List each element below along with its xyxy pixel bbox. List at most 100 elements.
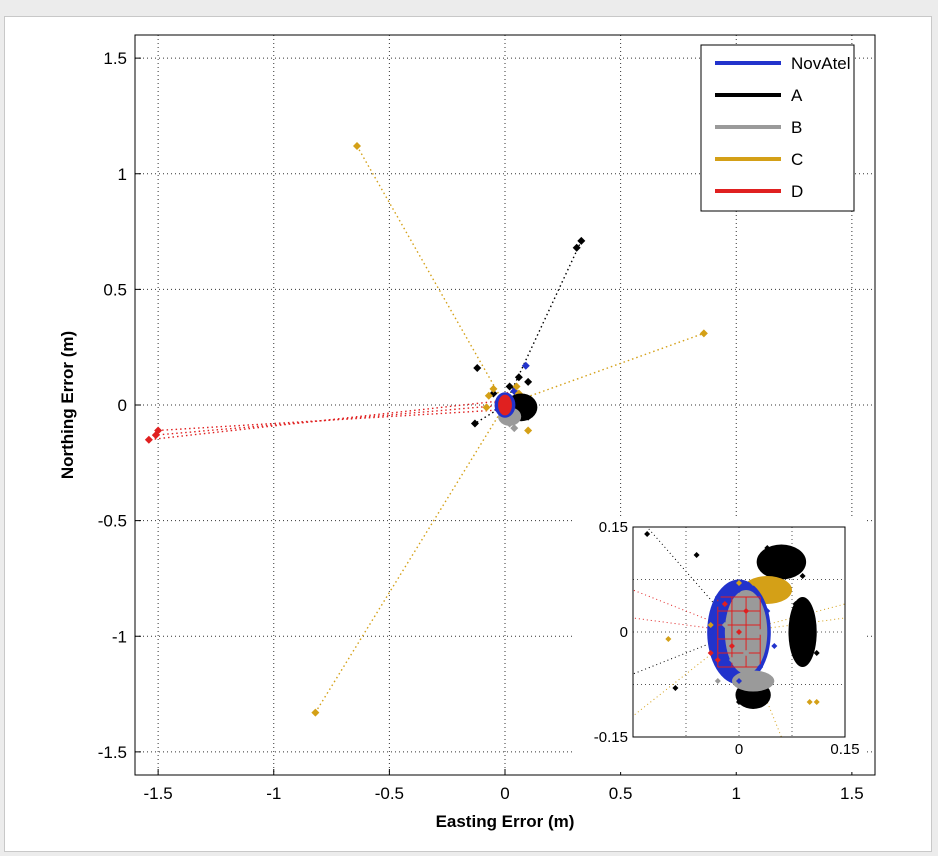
data-point-c [489, 384, 498, 393]
inset-point-c [764, 587, 771, 593]
data-point-a [473, 364, 482, 372]
inset-point-a [764, 545, 771, 551]
inset-point-c [750, 580, 757, 586]
y-tick-label: 1.5 [103, 49, 127, 68]
inset-point-a [785, 552, 792, 558]
inset-point-d [743, 608, 750, 614]
inset-point-a [757, 699, 764, 705]
x-tick-label: 1.5 [840, 784, 864, 803]
legend-label: D [791, 182, 803, 201]
inset-point-a [806, 643, 813, 649]
data-point-a [514, 373, 523, 382]
legend-label: NovAtel [791, 54, 851, 73]
inset-point-d [728, 643, 735, 649]
data-point-c [482, 403, 491, 412]
inset-connector-line [646, 526, 740, 633]
inset-point-novatel [771, 643, 778, 649]
inset-point-b [721, 622, 728, 628]
data-point-a [524, 377, 533, 386]
inset-y-tick-label: 0 [620, 624, 628, 641]
y-tick-label: 0 [118, 396, 127, 415]
inset-point-a [693, 552, 700, 558]
inset-point-b [750, 671, 757, 677]
inset-point-a [792, 559, 799, 565]
connector-line [504, 240, 582, 406]
x-tick-label: 1 [732, 784, 741, 803]
inset-point-novatel [721, 671, 728, 677]
inset-point-novatel [714, 601, 721, 607]
inset-point-d [721, 601, 728, 607]
inset-point-c [806, 699, 813, 705]
inset-point-b [728, 657, 735, 663]
data-point-c [484, 391, 493, 400]
data-point-a [577, 236, 586, 245]
data-point-c [353, 142, 361, 150]
connector-line [314, 404, 506, 713]
legend-label: A [791, 86, 803, 105]
inset-point-a [771, 559, 778, 565]
inset-point-c [665, 636, 672, 642]
connector-line [148, 399, 506, 441]
y-axis-label: Northing Error (m) [58, 331, 77, 479]
inset-point-a [799, 573, 806, 579]
inset-cluster [731, 670, 775, 692]
data-point-c [512, 382, 521, 391]
data-point-a [572, 243, 581, 252]
data-point-c [524, 426, 533, 435]
inset-connector-line [632, 631, 740, 717]
inset-point-d [736, 629, 742, 635]
inset-point-a [750, 692, 757, 698]
inset-point-novatel [736, 678, 742, 684]
x-tick-label: -1.5 [143, 784, 172, 803]
inset-point-b [736, 601, 742, 607]
x-tick-label: 0 [500, 784, 509, 803]
data-point-c [311, 708, 320, 717]
x-tick-label: 0.5 [609, 784, 633, 803]
y-tick-label: 0.5 [103, 280, 127, 299]
inset-point-a [792, 601, 799, 607]
inset-point-c [707, 622, 714, 628]
y-tick-label: -0.5 [98, 512, 127, 531]
data-point-d [144, 435, 153, 444]
inset-point-novatel [736, 587, 742, 593]
inset-point-c [778, 594, 785, 600]
inset-point-a [813, 650, 820, 656]
y-tick-label: -1.5 [98, 743, 127, 762]
legend-label: C [791, 150, 803, 169]
inset-point-a [778, 566, 785, 572]
data-point-novatel [521, 361, 530, 370]
inset-point-d [707, 650, 714, 656]
inset-point-d [714, 657, 721, 663]
inset-point-b [714, 678, 721, 684]
y-tick-label: 1 [118, 165, 127, 184]
inset-point-novatel [714, 594, 721, 600]
x-axis-label: Easting Error (m) [436, 812, 575, 831]
inset-point-a [672, 685, 679, 691]
data-point-a [470, 419, 479, 428]
inset-point-c [736, 580, 742, 586]
x-tick-label: -0.5 [375, 784, 404, 803]
connector-line [356, 145, 506, 406]
inset-axes-box [632, 526, 846, 738]
data-point-a [505, 382, 514, 391]
inset-point-b [743, 650, 750, 656]
inset-point-a [644, 531, 651, 537]
inset-point-b [750, 615, 757, 621]
inset-point-b [757, 629, 764, 635]
cluster-blob [498, 394, 512, 416]
data-point-b [510, 424, 519, 433]
y-tick-label: -1 [112, 627, 127, 646]
connector-line [504, 332, 705, 406]
x-tick-label: -1 [266, 784, 281, 803]
inset-point-novatel [707, 629, 714, 635]
inset-point-a [799, 629, 806, 635]
data-point-c [699, 329, 708, 338]
inset-point-a [736, 699, 742, 705]
legend-label: B [791, 118, 802, 137]
data-point-d [154, 426, 163, 435]
inset-zoom-chart: 0 0.15 0.15 0 -0.15 [573, 517, 865, 772]
connector-line [158, 408, 506, 432]
